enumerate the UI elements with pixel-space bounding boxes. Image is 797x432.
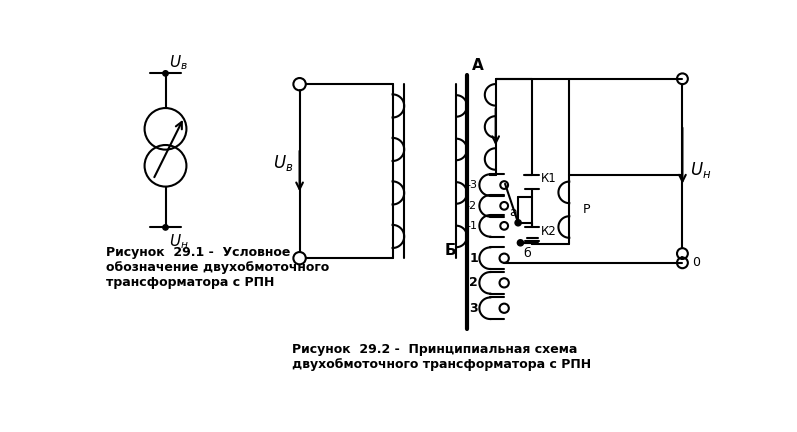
- Text: $U_{\mathregular{н}}$: $U_{\mathregular{н}}$: [169, 232, 188, 251]
- Text: $U_{\mathregular{н}}$: $U_{\mathregular{н}}$: [690, 160, 712, 180]
- Circle shape: [163, 225, 168, 230]
- Text: 0: 0: [692, 256, 700, 269]
- Circle shape: [515, 220, 521, 226]
- Text: -2: -2: [466, 201, 477, 211]
- Circle shape: [163, 71, 168, 76]
- Text: б: б: [524, 247, 532, 260]
- Text: $U_{\mathregular{в}}$: $U_{\mathregular{в}}$: [273, 153, 293, 174]
- Text: Рисунок  29.1 -  Условное
обозначение двухобмоточного
трансформатора с РПН: Рисунок 29.1 - Условное обозначение двух…: [106, 246, 329, 289]
- Text: -1: -1: [466, 221, 477, 231]
- Text: Р: Р: [583, 203, 591, 216]
- Text: $U_{\mathregular{в}}$: $U_{\mathregular{в}}$: [169, 53, 187, 72]
- Text: 2: 2: [469, 276, 478, 289]
- Text: Рисунок  29.2 -  Принципиальная схема
двухобмоточного трансформатора с РПН: Рисунок 29.2 - Принципиальная схема двух…: [292, 343, 591, 371]
- Text: 3: 3: [469, 302, 478, 315]
- Text: Б: Б: [445, 243, 456, 258]
- Text: -3: -3: [466, 180, 477, 190]
- Text: К1: К1: [541, 172, 557, 184]
- Text: К2: К2: [541, 225, 557, 238]
- Text: a: a: [509, 206, 517, 219]
- Text: 1: 1: [469, 252, 478, 265]
- Circle shape: [517, 240, 524, 246]
- Text: А: А: [473, 58, 484, 73]
